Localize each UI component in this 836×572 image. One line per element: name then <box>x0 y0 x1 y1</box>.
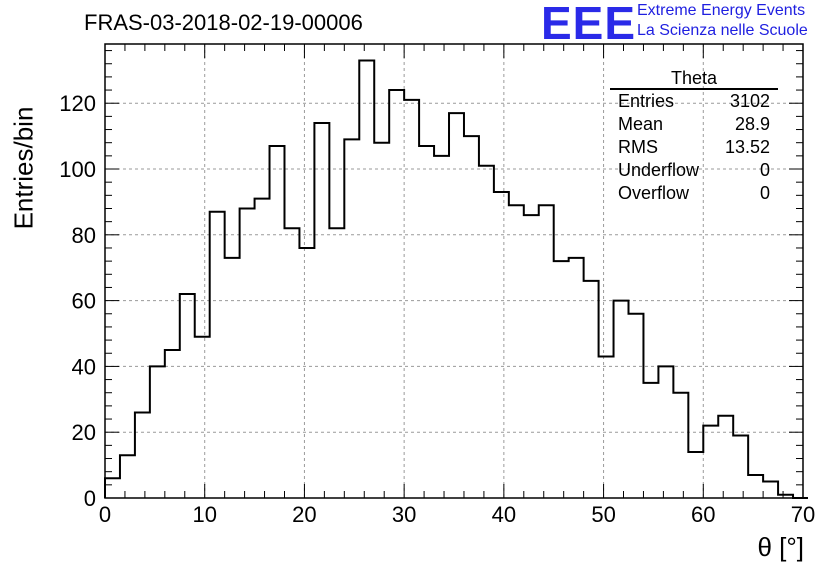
histogram-bin <box>210 212 225 498</box>
histogram-bin <box>180 294 195 498</box>
histogram-bin <box>718 416 733 498</box>
stats-label: Overflow <box>618 183 690 203</box>
histogram-bin <box>434 156 449 498</box>
histogram-outline <box>104 59 808 499</box>
y-tick-label: 120 <box>59 91 96 116</box>
logo-subtitle-line1: Extreme Energy Events <box>637 2 806 19</box>
x-tick-label: 10 <box>192 502 216 527</box>
y-tick-label: 20 <box>72 420 96 445</box>
histogram-bin <box>688 452 703 498</box>
logo-subtitle-line2: La Scienza nelle Scuole <box>637 22 808 39</box>
histogram-bin <box>554 261 569 498</box>
histogram-bin <box>374 143 389 498</box>
histogram-bin <box>449 113 464 498</box>
stats-label: Underflow <box>618 160 700 180</box>
stats-label: Mean <box>618 114 664 134</box>
tick-labels: 0 10 20 30 40 50 60 70 0 20 40 60 80 100 120 <box>59 91 815 527</box>
stats-row-entries: Entries 3102 <box>610 90 778 113</box>
y-tick-label: 80 <box>72 223 96 248</box>
page-title: FRAS-03-2018-02-19-00006 <box>84 10 363 35</box>
stats-label: Entries <box>618 91 675 111</box>
histogram-bin <box>299 248 314 498</box>
histogram-bin <box>733 435 748 498</box>
histogram-bin <box>599 357 614 498</box>
histogram-bin <box>703 426 718 498</box>
histogram-bin <box>329 228 344 498</box>
histogram-bin <box>569 258 584 498</box>
histogram-bin <box>120 455 135 498</box>
histogram-bin <box>165 350 180 498</box>
histogram-bin <box>629 314 644 498</box>
y-tick-label: 0 <box>84 486 96 511</box>
histogram-bin <box>494 192 509 498</box>
histogram-bin <box>135 412 150 498</box>
histogram-bin <box>225 258 240 498</box>
histogram-bin <box>763 482 778 498</box>
stats-row-rms: RMS 13.52 <box>610 136 778 159</box>
y-tick-label: 60 <box>72 289 96 314</box>
histogram-bin <box>464 136 479 498</box>
histogram-bars <box>104 59 808 499</box>
grid-lines <box>105 44 803 498</box>
x-tick-label: 50 <box>591 502 615 527</box>
histogram-bin <box>404 100 419 498</box>
histogram-bin <box>150 366 165 498</box>
stats-value: 13.52 <box>724 137 770 157</box>
histogram-bin <box>643 383 658 498</box>
y-tick-label: 40 <box>72 354 96 379</box>
stats-row-underflow: Underflow 0 <box>610 159 778 182</box>
x-tick-label: 40 <box>492 502 516 527</box>
histogram-bin <box>195 337 210 498</box>
histogram-bin <box>479 166 494 498</box>
x-axis-label: θ [°] <box>757 532 804 562</box>
x-tick-label: 20 <box>292 502 316 527</box>
histogram-bin <box>314 123 329 498</box>
y-tick-label: 100 <box>59 157 96 182</box>
x-tick-label: 0 <box>99 502 111 527</box>
histogram-bin <box>284 228 299 498</box>
stats-value: 3102 <box>729 91 770 111</box>
stats-row-overflow: Overflow 0 <box>610 182 778 205</box>
stats-value: 0 <box>759 160 770 180</box>
histogram-bin <box>614 301 629 498</box>
histogram-bin <box>584 281 599 498</box>
axis-ticks <box>104 44 804 499</box>
histogram-bin <box>344 139 359 498</box>
stats-box: Theta Entries 3102 Mean 28.9 RMS 13.52 U… <box>610 68 778 205</box>
stats-row-mean: Mean 28.9 <box>610 113 778 136</box>
x-tick-label: 30 <box>392 502 416 527</box>
histogram-bin <box>389 90 404 498</box>
histogram-bin <box>255 199 270 498</box>
histogram-bin <box>509 205 524 498</box>
histogram-bin <box>748 475 763 498</box>
plot-frame <box>104 43 804 499</box>
stats-value: 28.9 <box>734 114 770 134</box>
histogram-bin <box>240 208 255 498</box>
stats-value: 0 <box>759 183 770 203</box>
histogram-bin <box>105 478 120 498</box>
histogram-bin <box>524 215 539 498</box>
stats-label: RMS <box>618 137 658 157</box>
histogram-bin <box>419 146 434 498</box>
histogram-bin <box>673 393 688 498</box>
x-tick-label: 70 <box>791 502 815 527</box>
eee-logo: EEE <box>541 0 637 49</box>
x-tick-label: 60 <box>691 502 715 527</box>
histogram-bin <box>270 146 285 498</box>
histogram-bin <box>539 205 554 498</box>
stats-title: Theta <box>610 68 778 90</box>
